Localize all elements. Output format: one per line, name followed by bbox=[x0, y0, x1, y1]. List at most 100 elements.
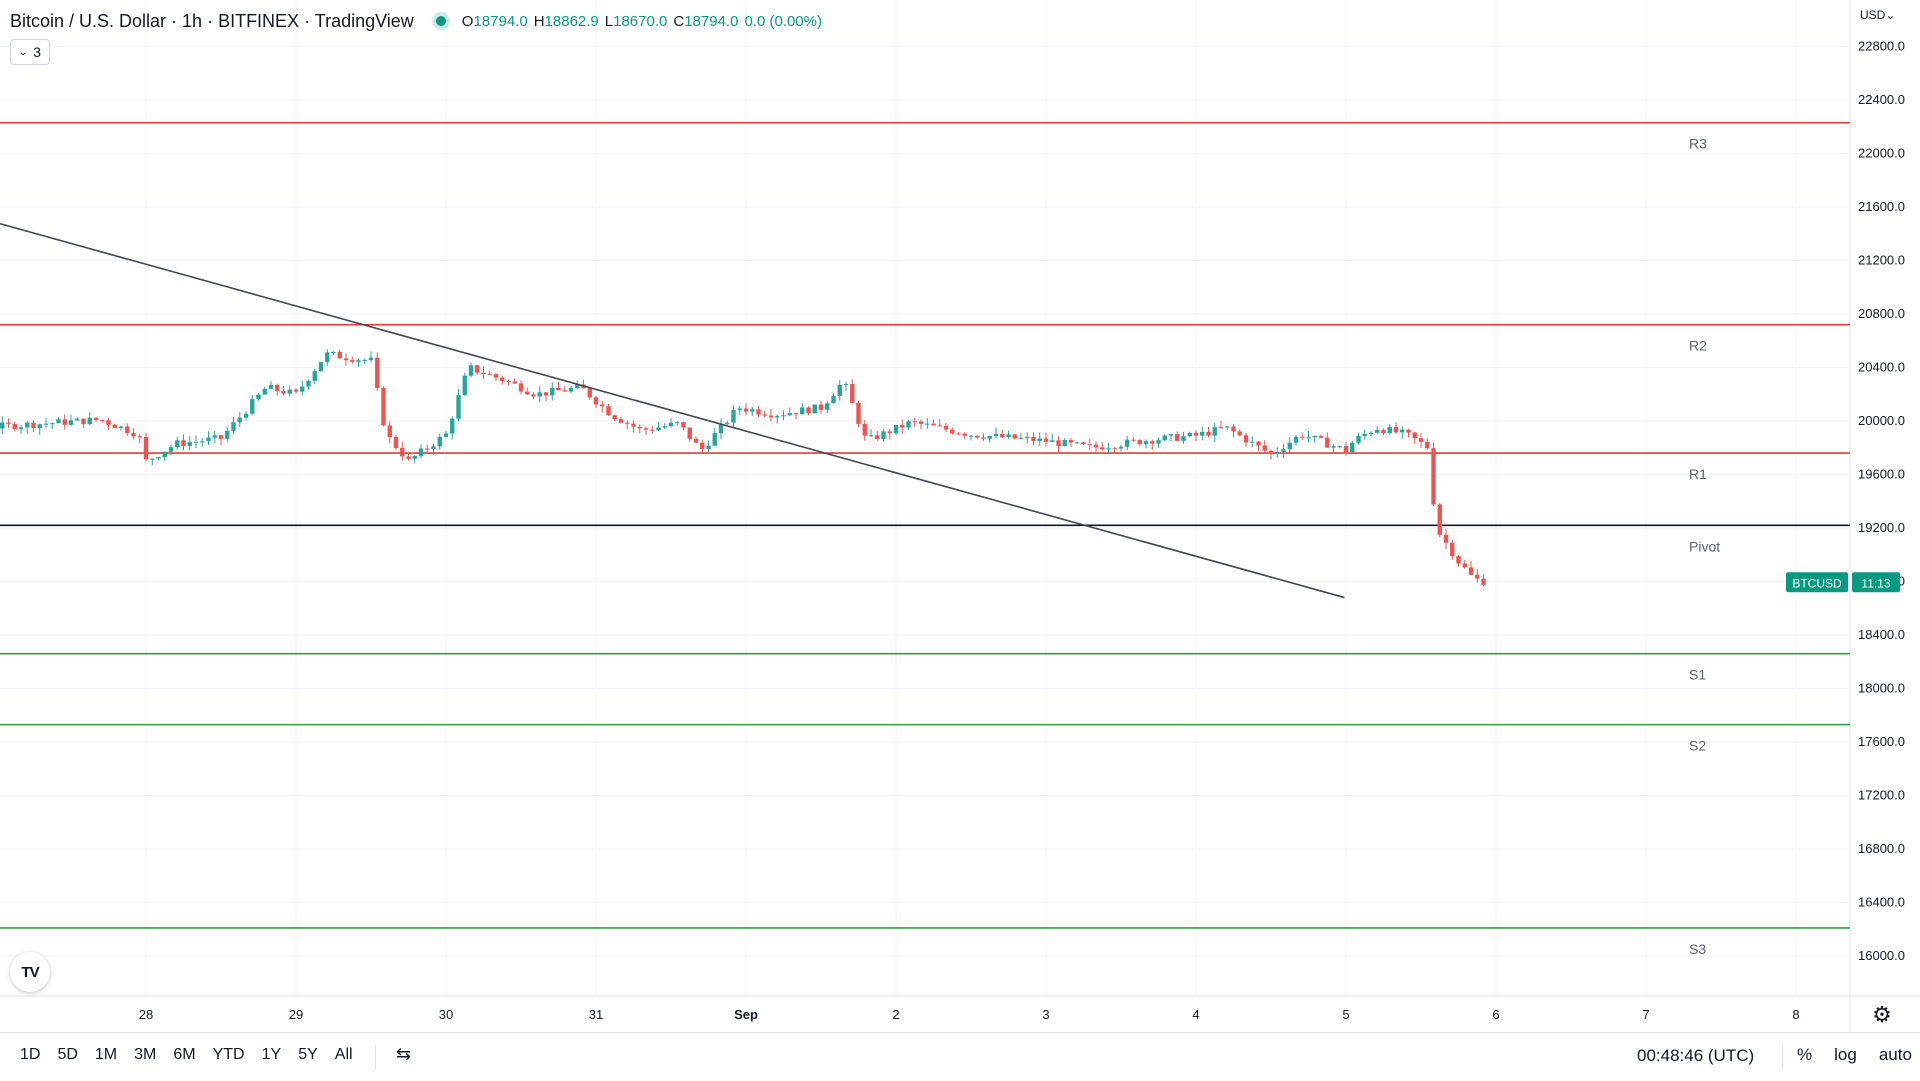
candle-body bbox=[1443, 534, 1449, 543]
candle bbox=[275, 383, 280, 396]
price-tick-label: 18000.0 bbox=[1858, 681, 1905, 696]
candle bbox=[1456, 555, 1461, 567]
candle bbox=[368, 351, 374, 363]
candle-body bbox=[862, 423, 867, 436]
candle-body bbox=[443, 433, 449, 437]
candle-body bbox=[68, 420, 74, 425]
candle bbox=[1287, 437, 1292, 453]
candle bbox=[1312, 435, 1317, 443]
indicators-toggle-button[interactable]: ⌄ 3 bbox=[10, 39, 50, 65]
candle-body bbox=[181, 440, 186, 446]
utc-clock[interactable]: 00:48:46 (UTC) bbox=[1637, 1046, 1755, 1065]
candle bbox=[1150, 439, 1155, 450]
candle-body bbox=[1400, 429, 1405, 433]
gear-icon[interactable]: ⚙ bbox=[1872, 1002, 1892, 1027]
range-button-1d[interactable]: 1D bbox=[20, 1046, 41, 1063]
candle-body bbox=[668, 422, 674, 427]
candle-body bbox=[143, 436, 149, 460]
range-button-6m[interactable]: 6M bbox=[173, 1046, 196, 1063]
candle bbox=[1212, 422, 1217, 443]
countdown-tag-label: 11:13 bbox=[1861, 576, 1890, 590]
range-button-ytd[interactable]: YTD bbox=[212, 1046, 245, 1063]
candle-body bbox=[1356, 435, 1361, 443]
candle bbox=[1337, 445, 1342, 449]
candle bbox=[75, 417, 80, 421]
candle-body bbox=[18, 427, 24, 430]
percent-scale-button[interactable]: % bbox=[1797, 1045, 1813, 1064]
candle bbox=[1400, 426, 1405, 439]
tradingview-logo-icon[interactable]: TV bbox=[10, 952, 50, 992]
candle-body bbox=[1043, 438, 1049, 442]
candle bbox=[1156, 437, 1161, 448]
range-button-1y[interactable]: 1Y bbox=[261, 1046, 282, 1063]
candle bbox=[112, 423, 117, 428]
candle-body bbox=[1056, 440, 1061, 447]
candle bbox=[193, 435, 199, 449]
candle bbox=[643, 426, 649, 435]
candle-body bbox=[1200, 431, 1205, 436]
candle-body bbox=[100, 420, 105, 422]
symbol-title[interactable]: Bitcoin / U.S. Dollar · 1h · BITFINEX · … bbox=[10, 10, 414, 31]
candle-body bbox=[1306, 437, 1311, 439]
candle bbox=[587, 387, 592, 400]
candle-body bbox=[112, 424, 117, 428]
candle-body bbox=[725, 422, 730, 424]
candle bbox=[412, 455, 417, 464]
toolbar-divider bbox=[1782, 1045, 1783, 1069]
candle bbox=[675, 421, 680, 426]
range-button-1m[interactable]: 1M bbox=[94, 1046, 118, 1063]
candle-body bbox=[1243, 435, 1249, 443]
range-button-5y[interactable]: 5Y bbox=[298, 1046, 318, 1063]
range-button-3m[interactable]: 3M bbox=[134, 1046, 157, 1063]
candle-body bbox=[43, 423, 49, 425]
candle bbox=[1068, 438, 1074, 447]
candle bbox=[225, 426, 230, 442]
candle-body bbox=[1437, 504, 1442, 535]
candle bbox=[68, 414, 74, 427]
candle bbox=[318, 361, 324, 372]
candle bbox=[6, 418, 11, 428]
candle-body bbox=[562, 390, 567, 392]
range-button-all[interactable]: All bbox=[334, 1046, 353, 1063]
candle-body bbox=[237, 417, 242, 423]
time-tick-label: 2 bbox=[892, 1007, 899, 1022]
candle-body bbox=[831, 396, 836, 404]
candle-body bbox=[950, 429, 955, 434]
log-scale-button[interactable]: log bbox=[1834, 1045, 1857, 1064]
candle-body bbox=[25, 422, 30, 428]
candle-body bbox=[6, 422, 11, 424]
candle-body bbox=[1375, 429, 1380, 433]
level-label-r1: R1 bbox=[1689, 466, 1707, 482]
candle-body bbox=[600, 404, 605, 407]
candle-body bbox=[81, 418, 86, 425]
candle-body bbox=[218, 435, 224, 439]
currency-label: USD bbox=[1860, 8, 1886, 22]
candle-body bbox=[700, 442, 705, 450]
price-axis: 16000.0 16400.0 16800.0 17200.0 17600.0 18000… bbox=[1858, 39, 1905, 964]
price-tick-label: 16000.0 bbox=[1858, 948, 1905, 963]
price-tick-label: 22000.0 bbox=[1858, 146, 1905, 161]
range-button-5d[interactable]: 5D bbox=[57, 1046, 78, 1063]
candle bbox=[487, 370, 492, 376]
candle bbox=[406, 451, 411, 461]
candle-body bbox=[418, 448, 424, 456]
candle-body bbox=[518, 383, 524, 392]
candle bbox=[475, 364, 480, 376]
candle-body bbox=[893, 424, 899, 434]
candle bbox=[687, 427, 692, 442]
candle-body bbox=[575, 384, 580, 389]
candle-body bbox=[537, 392, 542, 397]
candle bbox=[1362, 429, 1367, 440]
candle bbox=[1175, 431, 1180, 442]
auto-scale-button[interactable]: auto bbox=[1878, 1045, 1912, 1064]
candle-body bbox=[1250, 441, 1255, 443]
candle-body bbox=[1431, 448, 1436, 505]
candle-body bbox=[243, 413, 249, 418]
time-tick-label: 8 bbox=[1792, 1007, 1799, 1022]
candle-body bbox=[925, 423, 930, 425]
candle-body bbox=[1068, 439, 1074, 443]
go-to-date-icon[interactable]: ⇆ bbox=[396, 1044, 412, 1064]
currency-selector[interactable]: USD⌄ bbox=[1860, 8, 1895, 22]
candle-body bbox=[1231, 426, 1236, 432]
